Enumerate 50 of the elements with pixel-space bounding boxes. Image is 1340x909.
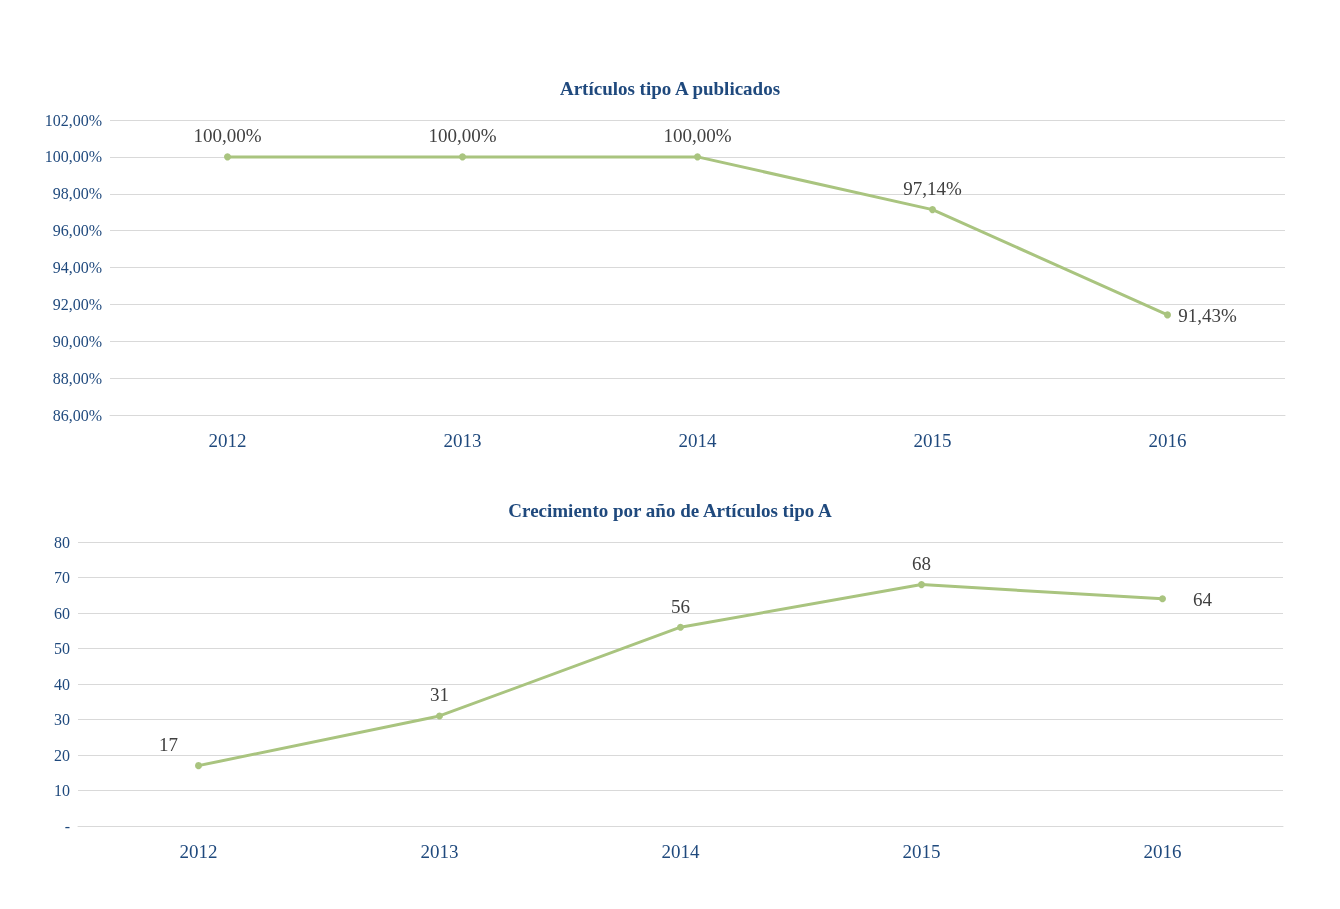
x-tick-label: 2016: [1148, 430, 1187, 451]
point: [677, 623, 684, 631]
point: [459, 153, 466, 161]
y-tick-label: 40: [54, 675, 70, 693]
data-label: 17: [159, 734, 178, 756]
x-tick-label: 2012: [208, 430, 247, 451]
y-tick-label: 10: [54, 782, 70, 799]
point: [694, 153, 701, 161]
y-tick-label: 96,00%: [52, 222, 102, 240]
point: [436, 712, 443, 720]
y-tick-label: 80: [54, 533, 70, 551]
data-label: 97,14%: [903, 178, 962, 200]
y-tick-label: 94,00%: [52, 259, 102, 276]
point: [929, 206, 936, 214]
data-label: 91,43%: [1178, 305, 1237, 327]
point: [224, 153, 231, 161]
point: [1159, 595, 1166, 603]
point: [1164, 311, 1171, 319]
data-label: 64: [1193, 589, 1213, 611]
x-tick-label: 2013: [443, 430, 482, 451]
point: [195, 762, 202, 770]
y-tick-label: 60: [54, 604, 70, 622]
data-label: 100,00%: [428, 125, 497, 147]
y-tick-label: 50: [54, 640, 70, 657]
y-tick-label: 102,00%: [44, 111, 102, 129]
point: [918, 581, 925, 589]
y-tick-label: 86,00%: [52, 406, 102, 424]
data-label: 100,00%: [193, 125, 262, 147]
data-label: 100,00%: [663, 125, 732, 147]
x-tick-label: 2016: [1143, 841, 1182, 862]
x-tick-label: 2015: [913, 430, 952, 451]
x-tick-label: 2012: [179, 841, 218, 862]
x-tick-label: 2013: [420, 841, 459, 862]
y-tick-label: 100,00%: [44, 148, 102, 166]
x-tick-label: 2014: [678, 430, 717, 451]
chart-title: Artículos tipo A publicados: [559, 78, 781, 99]
y-tick-label: 98,00%: [52, 185, 102, 203]
x-tick-label: 2014: [661, 841, 700, 862]
data-label: 56: [671, 595, 690, 617]
y-tick-label: 70: [54, 569, 70, 586]
data-label: 31: [430, 684, 449, 706]
y-tick-label: 88,00%: [52, 369, 102, 387]
y-tick-label: 20: [54, 746, 70, 764]
data-label: 68: [912, 553, 931, 575]
chart-title: Crecimiento por año de Artículos tipo A: [508, 500, 832, 521]
y-tick-label: -: [64, 817, 70, 835]
y-tick-label: 30: [54, 711, 70, 728]
y-tick-label: 90,00%: [52, 332, 102, 350]
x-tick-label: 2015: [902, 841, 941, 862]
y-tick-label: 92,00%: [52, 295, 102, 313]
